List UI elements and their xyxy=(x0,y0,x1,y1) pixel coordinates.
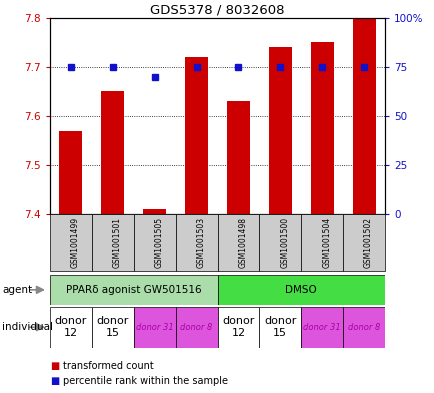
FancyBboxPatch shape xyxy=(175,214,217,271)
Text: donor 31: donor 31 xyxy=(135,323,173,332)
FancyBboxPatch shape xyxy=(50,275,217,305)
FancyBboxPatch shape xyxy=(92,307,134,348)
FancyBboxPatch shape xyxy=(92,214,134,271)
Text: GSM1001498: GSM1001498 xyxy=(238,217,247,268)
Text: percentile rank within the sample: percentile rank within the sample xyxy=(63,376,227,386)
FancyBboxPatch shape xyxy=(259,307,300,348)
Title: GDS5378 / 8032608: GDS5378 / 8032608 xyxy=(150,4,284,17)
FancyBboxPatch shape xyxy=(134,214,175,271)
FancyBboxPatch shape xyxy=(175,307,217,348)
Text: donor
15: donor 15 xyxy=(96,316,129,338)
Bar xyxy=(268,47,291,214)
Text: individual: individual xyxy=(2,322,53,332)
Text: donor
15: donor 15 xyxy=(263,316,296,338)
Text: transformed count: transformed count xyxy=(63,361,154,371)
FancyBboxPatch shape xyxy=(342,307,384,348)
Text: GSM1001501: GSM1001501 xyxy=(112,217,122,268)
Bar xyxy=(310,42,333,214)
Text: ■: ■ xyxy=(50,361,59,371)
FancyBboxPatch shape xyxy=(217,275,384,305)
FancyBboxPatch shape xyxy=(134,307,175,348)
FancyBboxPatch shape xyxy=(342,214,384,271)
Text: donor
12: donor 12 xyxy=(222,316,254,338)
Bar xyxy=(143,209,166,214)
Text: PPARδ agonist GW501516: PPARδ agonist GW501516 xyxy=(66,285,201,295)
Bar xyxy=(101,92,124,214)
Text: donor 8: donor 8 xyxy=(180,323,212,332)
Text: GSM1001500: GSM1001500 xyxy=(279,217,289,268)
FancyBboxPatch shape xyxy=(50,307,92,348)
Bar xyxy=(59,131,82,214)
FancyBboxPatch shape xyxy=(217,214,259,271)
FancyBboxPatch shape xyxy=(300,307,342,348)
Text: GSM1001505: GSM1001505 xyxy=(155,217,163,268)
Text: GSM1001504: GSM1001504 xyxy=(322,217,330,268)
FancyBboxPatch shape xyxy=(50,214,92,271)
Bar xyxy=(184,57,207,214)
Text: DMSO: DMSO xyxy=(285,285,316,295)
FancyBboxPatch shape xyxy=(300,214,342,271)
Text: donor 31: donor 31 xyxy=(302,323,340,332)
Text: GSM1001503: GSM1001503 xyxy=(196,217,205,268)
FancyBboxPatch shape xyxy=(217,307,259,348)
Text: GSM1001502: GSM1001502 xyxy=(363,217,372,268)
Bar xyxy=(227,101,250,214)
Text: donor 8: donor 8 xyxy=(347,323,379,332)
FancyBboxPatch shape xyxy=(259,214,300,271)
Text: donor
12: donor 12 xyxy=(55,316,87,338)
Text: ■: ■ xyxy=(50,376,59,386)
Text: GSM1001499: GSM1001499 xyxy=(71,217,80,268)
Bar xyxy=(352,18,375,214)
Text: agent: agent xyxy=(2,285,32,295)
